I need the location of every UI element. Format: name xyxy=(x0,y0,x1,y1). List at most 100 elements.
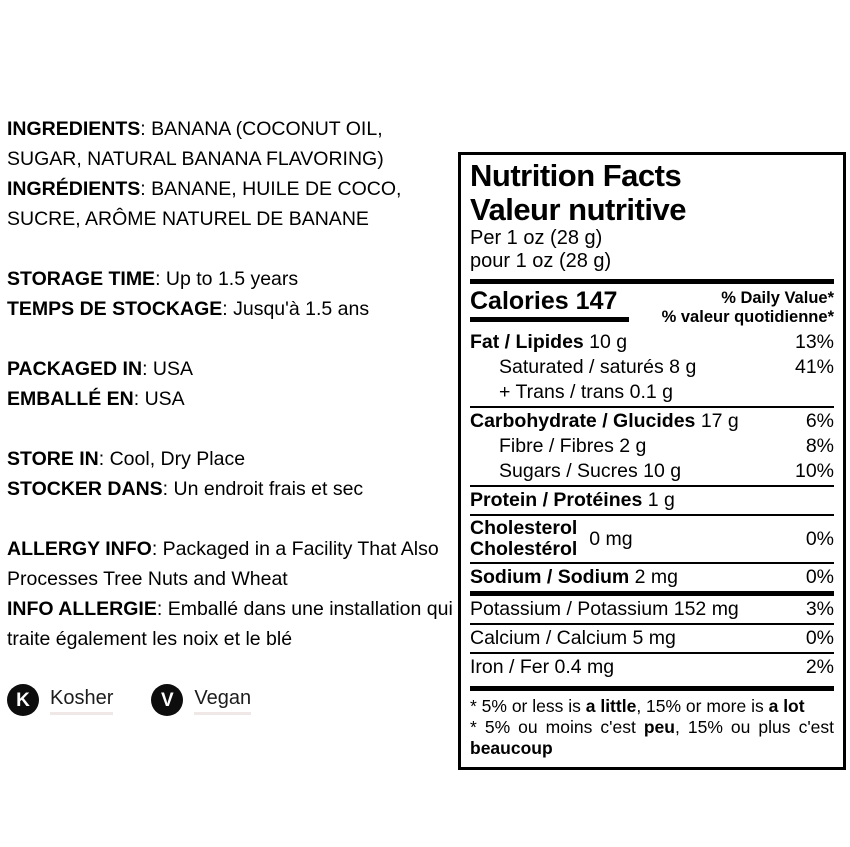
ingredients-en-label: INGREDIENTS xyxy=(7,118,141,140)
certification-badges: K Kosher V Vegan xyxy=(7,684,460,716)
daily-value-header: % Daily Value* % valeur quotidienne* xyxy=(662,287,834,327)
ingredients-block: INGREDIENTS: BANANA (COCONUT OIL, SUGAR,… xyxy=(7,114,460,234)
nutrient-row: Sugars / Sucres 10 g 10% xyxy=(470,459,834,484)
store-in-block: STORE IN: Cool, Dry Place STOCKER DANS: … xyxy=(7,444,460,504)
store-in-en-text: : Cool, Dry Place xyxy=(98,448,246,470)
nutrient-name: + Trans / trans 0.1 g xyxy=(499,381,673,403)
daily-value-percent: 41% xyxy=(794,356,834,378)
nutrition-facts-title-fr: Valeur nutritive xyxy=(470,192,686,227)
packaged-in-fr: EMBALLÉ EN: USA xyxy=(7,384,460,414)
ingredients-fr-label: INGRÉDIENTS xyxy=(7,178,141,200)
packaged-in-en-label: PACKAGED IN xyxy=(7,358,143,380)
nutrient-row: Iron / Fer 0.4 mg 2% xyxy=(470,655,834,680)
packaged-in-fr-label: EMBALLÉ EN xyxy=(7,388,134,410)
storage-time-en: STORAGE TIME: Up to 1.5 years xyxy=(7,264,460,294)
kosher-icon: K xyxy=(7,684,39,716)
kosher-label: Kosher xyxy=(50,686,114,715)
storage-time-en-text: : Up to 1.5 years xyxy=(155,268,299,290)
nutrient-row: + Trans / trans 0.1 g xyxy=(470,380,834,405)
store-in-fr-text: : Un endroit frais et sec xyxy=(162,478,364,500)
nutrient-rows: Fat / Lipides 10 g 13% Saturated / saturés… xyxy=(470,330,834,680)
ingredients-en-text: : BANANA (COCONUT OIL, SUGAR, NATURAL BA… xyxy=(7,118,384,170)
nutrient-row: Fat / Lipides 10 g 13% xyxy=(470,330,834,355)
daily-value-header-fr: % valeur quotidienne* xyxy=(661,308,834,326)
ingredients-fr-text: : BANANE, HUILE DE COCO, SUCRE, ARÔME NA… xyxy=(7,178,402,230)
storage-time-en-label: STORAGE TIME xyxy=(7,268,156,290)
nutrient-amount: 0 mg xyxy=(589,527,633,550)
nutrient-name: Potassium / Potassium 152 mg xyxy=(470,598,739,620)
serving-size-fr: pour 1 oz (28 g) xyxy=(470,250,612,272)
allergy-info-fr-label: INFO ALLERGIE xyxy=(7,598,157,620)
daily-value-percent: 13% xyxy=(794,331,834,353)
daily-value-percent: 0% xyxy=(805,627,834,649)
nutrient-row: Potassium / Potassium 152 mg 3% xyxy=(470,597,834,622)
nutrient-row: Calcium / Calcium 5 mg 0% xyxy=(470,626,834,651)
nutrient-name: Fibre / Fibres 2 g xyxy=(499,435,647,457)
packaged-in-en: PACKAGED IN: USA xyxy=(7,354,460,384)
nutrient-name: Carbohydrate / Glucides 17 g xyxy=(470,410,739,432)
daily-value-percent: 0% xyxy=(805,566,834,588)
packaged-in-en-text: : USA xyxy=(142,358,193,380)
nutrient-name: Calcium / Calcium 5 mg xyxy=(470,627,676,649)
row-separator xyxy=(470,514,834,516)
allergy-info-en-label: ALLERGY INFO xyxy=(7,538,152,560)
calories-label: Calories xyxy=(470,287,569,315)
storage-time-block: STORAGE TIME: Up to 1.5 years TEMPS DE S… xyxy=(7,264,460,324)
storage-time-fr: TEMPS DE STOCKAGE: Jusqu'à 1.5 ans xyxy=(7,294,460,324)
daily-value-percent: 10% xyxy=(794,460,834,482)
nutrient-row: Protein / Protéines 1 g xyxy=(470,488,834,513)
serving-size-en: Per 1 oz (28 g) xyxy=(470,227,603,249)
nutrient-name: Iron / Fer 0.4 mg xyxy=(470,656,615,678)
nutrient-row: Sodium / Sodium 2 mg 0% xyxy=(470,565,834,590)
allergy-info-en: ALLERGY INFO: Packaged in a Facility Tha… xyxy=(7,534,460,594)
packaged-in-fr-text: : USA xyxy=(133,388,185,410)
allergy-info-fr: INFO ALLERGIE: Emballé dans une installa… xyxy=(7,594,460,654)
row-separator xyxy=(470,562,834,564)
daily-value-percent: 3% xyxy=(805,598,834,620)
daily-value-percent: 8% xyxy=(805,435,834,457)
allergy-info-fr-text: : Emballé dans une installation qui trai… xyxy=(7,598,453,650)
nutrient-name: Sodium / Sodium 2 mg xyxy=(470,566,679,588)
nutrient-name: Cholesterol Cholestérol xyxy=(470,517,578,560)
row-separator xyxy=(470,652,834,654)
footnote-line: * 5% ou moins c'est peu, 15% ou plus c'e… xyxy=(470,717,835,758)
nutrient-row: Cholesterol Cholestérol 0 mg 0% xyxy=(470,517,834,561)
row-separator xyxy=(470,623,834,625)
nutrient-name: Sugars / Sucres 10 g xyxy=(499,460,682,482)
allergy-info-block: ALLERGY INFO: Packaged in a Facility Tha… xyxy=(7,534,460,654)
calories-number: 147 xyxy=(575,287,618,315)
vegan-icon: V xyxy=(151,684,184,716)
nutrition-facts-title-en: Nutrition Facts xyxy=(470,158,682,193)
vegan-badge: V Vegan xyxy=(151,684,252,716)
calories-row: Calories 147 % Daily Value* % valeur quot… xyxy=(470,287,834,327)
nutrition-facts-panel: Nutrition Facts Valeur nutritive Per 1 o… xyxy=(458,152,846,770)
kosher-badge: K Kosher xyxy=(7,684,114,716)
ingredients-fr: INGRÉDIENTS: BANANE, HUILE DE COCO, SUCR… xyxy=(7,174,460,234)
row-separator xyxy=(470,406,834,408)
row-separator xyxy=(470,485,834,487)
nutrient-row: Carbohydrate / Glucides 17 g 6% xyxy=(470,409,834,434)
row-separator xyxy=(470,591,834,596)
storage-time-fr-label: TEMPS DE STOCKAGE xyxy=(7,298,223,320)
footnote-line: * 5% or less is a little, 15% or more is… xyxy=(470,696,805,716)
allergy-info-en-text: : Packaged in a Facility That Also Proce… xyxy=(7,538,439,590)
nutrient-name: Saturated / saturés 8 g xyxy=(499,356,697,378)
store-in-fr-label: STOCKER DANS xyxy=(7,478,163,500)
store-in-fr: STOCKER DANS: Un endroit frais et sec xyxy=(7,474,460,504)
storage-time-fr-text: : Jusqu'à 1.5 ans xyxy=(222,298,370,320)
thick-divider-bottom xyxy=(470,686,834,691)
calories-value: Calories 147 xyxy=(470,287,630,322)
daily-value-percent: 2% xyxy=(805,656,834,678)
product-info-panel: INGREDIENTS: BANANA (COCONUT OIL, SUGAR,… xyxy=(7,114,460,716)
store-in-en-label: STORE IN xyxy=(7,448,99,470)
daily-value-header-en: % Daily Value* xyxy=(721,289,834,307)
nutrient-row: Fibre / Fibres 2 g 8% xyxy=(470,434,834,459)
packaged-in-block: PACKAGED IN: USA EMBALLÉ EN: USA xyxy=(7,354,460,414)
store-in-en: STORE IN: Cool, Dry Place xyxy=(7,444,460,474)
daily-value-percent: 6% xyxy=(805,410,834,432)
daily-value-percent: 0% xyxy=(805,527,834,550)
ingredients-en: INGREDIENTS: BANANA (COCONUT OIL, SUGAR,… xyxy=(7,114,460,174)
nutrient-name: Protein / Protéines 1 g xyxy=(470,489,675,511)
nutrient-name: Fat / Lipides 10 g xyxy=(470,331,628,353)
thick-divider xyxy=(470,279,834,284)
